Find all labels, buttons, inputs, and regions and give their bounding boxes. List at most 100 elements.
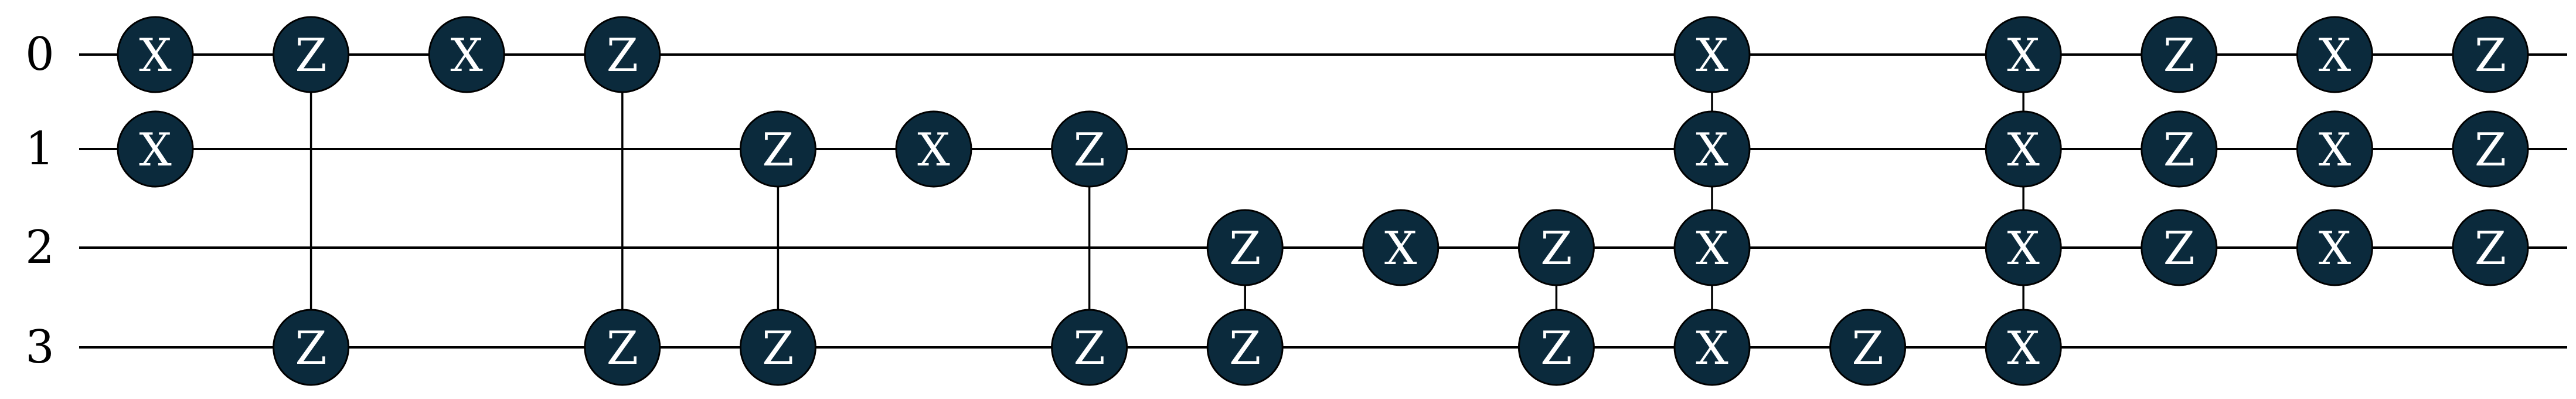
gate-label: Z [1540,322,1572,375]
z-gate-q3-layer11: Z [1829,309,1907,386]
gate-connectors [309,55,2024,347]
gate-label: X [139,29,172,82]
x-gate-q1-layer0: X [117,110,194,188]
x-gate-q1-layer5: X [895,110,972,188]
gate-label: X [1696,322,1728,375]
z-gate-q3-layer7: Z [1206,309,1284,386]
z-gate-q3-layer1: Z [273,309,350,386]
z-gate-q0-layer1: Z [273,16,350,93]
gate-circle [1051,309,1128,386]
z-gate-q2-layer15: Z [2452,209,2529,286]
z-gate-q3-layer6: Z [1051,309,1128,386]
gate-label: X [2007,124,2040,177]
gate-circle [428,16,505,93]
gate-label: Z [2163,124,2195,177]
gate-label: Z [1073,124,1105,177]
qubit-wires [79,53,2567,349]
gate-label: Z [295,322,326,375]
x-gate-q3-layer12: X [1985,309,2062,386]
gate-circle [2296,110,2373,188]
gate-circle [1829,309,1907,386]
z-gate-q2-layer13: Z [2141,209,2218,286]
gate-label: X [139,124,172,177]
gate-label: X [1696,124,1728,177]
gate-label: X [2319,222,2352,275]
gate-label: Z [762,322,794,375]
gate-circle [895,110,972,188]
gate-circle [2452,209,2529,286]
gate-circle [273,16,350,93]
gate-label: Z [2475,222,2506,275]
gate-circle [273,309,350,386]
x-gate-q2-layer12: X [1985,209,2062,286]
gate-circle [2452,110,2529,188]
x-gate-q3-layer10: X [1673,309,1751,386]
gate-label: Z [295,29,326,82]
gate-label: X [2007,222,2040,275]
qubit-label-1: 1 [25,123,55,175]
gate-circle [1985,16,2062,93]
gate-circle [1673,209,1751,286]
z-gate-q0-layer15: Z [2452,16,2529,93]
gate-circle [2296,16,2373,93]
gate-label: Z [1229,222,1261,275]
gate-circle [584,309,661,386]
z-gate-q0-layer3: Z [584,16,661,93]
gate-label: Z [2163,29,2195,82]
x-gate-q2-layer8: X [1362,209,1440,286]
gate-circle [2141,16,2218,93]
gate-circle [1517,309,1595,386]
x-gate-q1-layer14: X [2296,110,2373,188]
gate-circle [1673,309,1751,386]
gate-label: X [2319,29,2352,82]
gate-label: Z [607,322,638,375]
x-gate-q0-layer10: X [1673,16,1751,93]
x-gate-q0-layer14: X [2296,16,2373,93]
gate-circle [2296,209,2373,286]
x-gate-q2-layer14: X [2296,209,2373,286]
x-gate-q0-layer2: X [428,16,505,93]
gate-label: Z [2475,29,2506,82]
z-gate-q1-layer4: Z [739,110,816,188]
gate-label: Z [607,29,638,82]
z-gate-q1-layer15: Z [2452,110,2529,188]
x-gate-q0-layer0: X [117,16,194,93]
gate-label: Z [1540,222,1572,275]
z-gate-q0-layer13: Z [2141,16,2218,93]
gate-circle [739,309,816,386]
x-gate-q0-layer12: X [1985,16,2062,93]
gate-circle [2141,110,2218,188]
gate-circle [1206,209,1284,286]
gate-label: X [1696,29,1728,82]
z-gate-q3-layer3: Z [584,309,661,386]
qubit-label-0: 0 [25,28,55,81]
gate-label: Z [2163,222,2195,275]
x-gate-q2-layer10: X [1673,209,1751,286]
qubit-label-3: 3 [25,321,55,374]
gate-label: Z [762,124,794,177]
gate-circle [1051,110,1128,188]
z-gate-q2-layer9: Z [1517,209,1595,286]
gate-circle [1362,209,1440,286]
gate-circle [1985,309,2062,386]
gate-label: X [2007,322,2040,375]
gate-circle [1206,309,1284,386]
z-gate-q3-layer9: Z [1517,309,1595,386]
gate-circle [1985,110,2062,188]
gate-label: Z [2475,124,2506,177]
x-gate-q1-layer12: X [1985,110,2062,188]
gate-circle [1673,16,1751,93]
gate-circle [2452,16,2529,93]
gate-circle [117,110,194,188]
qubit-label-2: 2 [25,221,55,274]
gate-circle [584,16,661,93]
gate-label: Z [1073,322,1105,375]
z-gate-q2-layer7: Z [1206,209,1284,286]
gate-circle [739,110,816,188]
gate-label: X [2319,124,2352,177]
z-gate-q1-layer13: Z [2141,110,2218,188]
gate-label: X [2007,29,2040,82]
gate-label: X [917,124,950,177]
